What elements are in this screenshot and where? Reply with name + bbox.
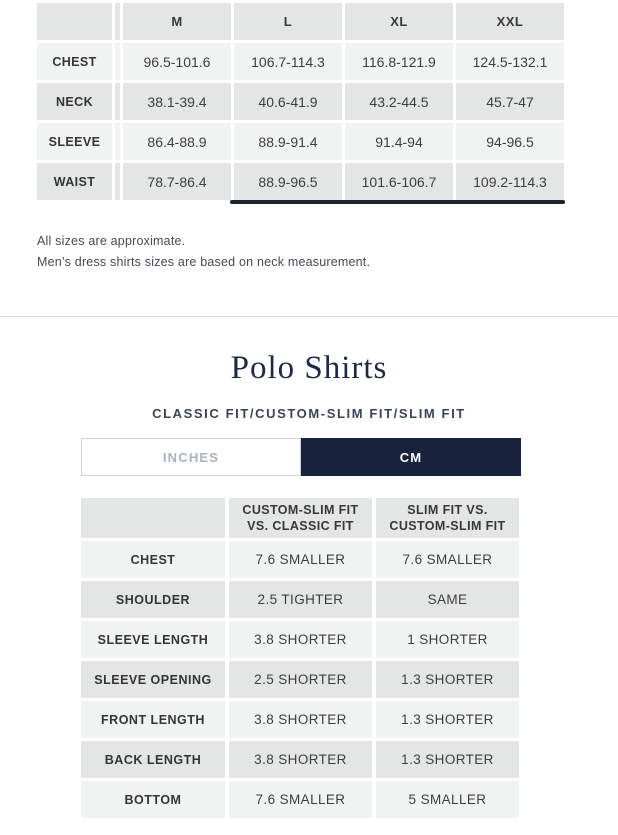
cell-value: 7.6 SMALLER [376, 541, 519, 578]
row-label-sleeve-length: SLEEVE LENGTH [81, 621, 225, 658]
unit-toggle: INCHES CM [81, 438, 521, 476]
column-header-m: M [123, 3, 231, 40]
spacer-cell [115, 163, 120, 200]
table-row: SLEEVE 86.4-88.9 88.9-91.4 91.4-94 94-96… [37, 123, 564, 160]
spacer-cell [115, 123, 120, 160]
cell-value: 101.6-106.7 [345, 163, 453, 200]
corner-cell [37, 3, 112, 40]
cell-value: SAME [376, 581, 519, 618]
column-header-custom-slim-vs-classic: CUSTOM-SLIM FIT VS. CLASSIC FIT [229, 498, 372, 538]
size-table-header-row: M L XL XXL [37, 3, 564, 40]
table-row: CHEST 96.5-101.6 106.7-114.3 116.8-121.9… [37, 43, 564, 80]
cell-value: 88.9-91.4 [234, 123, 342, 160]
cell-value: 43.2-44.5 [345, 83, 453, 120]
table-row: WAIST 78.7-86.4 88.9-96.5 101.6-106.7 10… [37, 163, 564, 200]
column-header-l: L [234, 3, 342, 40]
cell-value: 2.5 TIGHTER [229, 581, 372, 618]
cell-value: 91.4-94 [345, 123, 453, 160]
cell-value: 106.7-114.3 [234, 43, 342, 80]
spacer-cell [115, 43, 120, 80]
cell-value: 1.3 SHORTER [376, 661, 519, 698]
table-row: BACK LENGTH 3.8 SHORTER 1.3 SHORTER [81, 741, 519, 778]
table-horizontal-scrollbar[interactable] [230, 200, 565, 204]
spacer-cell [115, 3, 120, 40]
note-approximate: All sizes are approximate. [37, 234, 186, 248]
column-header-slim-vs-custom-slim: SLIM FIT VS. CUSTOM-SLIM FIT [376, 498, 519, 538]
cell-value: 109.2-114.3 [456, 163, 564, 200]
row-label-sleeve-opening: SLEEVE OPENING [81, 661, 225, 698]
row-label-neck: NECK [37, 83, 112, 120]
table-row: FRONT LENGTH 3.8 SHORTER 1.3 SHORTER [81, 701, 519, 738]
cell-value: 94-96.5 [456, 123, 564, 160]
tab-inches[interactable]: INCHES [81, 438, 301, 476]
cell-value: 3.8 SHORTER [229, 621, 372, 658]
tab-cm[interactable]: CM [301, 438, 521, 476]
cell-value: 116.8-121.9 [345, 43, 453, 80]
cell-value: 40.6-41.9 [234, 83, 342, 120]
section-divider [0, 316, 618, 317]
cell-value: 88.9-96.5 [234, 163, 342, 200]
cell-value: 86.4-88.9 [123, 123, 231, 160]
fit-subtitle: CLASSIC FIT/CUSTOM-SLIM FIT/SLIM FIT [152, 406, 466, 421]
table-row: CHEST 7.6 SMALLER 7.6 SMALLER [81, 541, 519, 578]
table-row: BOTTOM 7.6 SMALLER 5 SMALLER [81, 781, 519, 818]
row-label-chest: CHEST [81, 541, 225, 578]
note-neck-measurement: Men’s dress shirts sizes are based on ne… [37, 255, 371, 269]
section-title: Polo Shirts [230, 350, 388, 386]
cell-value: 5 SMALLER [376, 781, 519, 818]
cell-value: 7.6 SMALLER [229, 541, 372, 578]
table-row: SLEEVE OPENING 2.5 SHORTER 1.3 SHORTER [81, 661, 519, 698]
row-label-chest: CHEST [37, 43, 112, 80]
column-header-xxl: XXL [456, 3, 564, 40]
table-row: SHOULDER 2.5 TIGHTER SAME [81, 581, 519, 618]
polo-fit-comparison-table: CUSTOM-SLIM FIT VS. CLASSIC FIT SLIM FIT… [77, 495, 523, 821]
cell-value: 124.5-132.1 [456, 43, 564, 80]
cell-value: 1 SHORTER [376, 621, 519, 658]
table-row: SLEEVE LENGTH 3.8 SHORTER 1 SHORTER [81, 621, 519, 658]
cell-value: 3.8 SHORTER [229, 741, 372, 778]
comparison-header-row: CUSTOM-SLIM FIT VS. CLASSIC FIT SLIM FIT… [81, 498, 519, 538]
cell-value: 38.1-39.4 [123, 83, 231, 120]
row-label-waist: WAIST [37, 163, 112, 200]
row-label-back-length: BACK LENGTH [81, 741, 225, 778]
row-label-front-length: FRONT LENGTH [81, 701, 225, 738]
cell-value: 1.3 SHORTER [376, 701, 519, 738]
cell-value: 3.8 SHORTER [229, 701, 372, 738]
cell-value: 96.5-101.6 [123, 43, 231, 80]
column-header-xl: XL [345, 3, 453, 40]
cell-value: 2.5 SHORTER [229, 661, 372, 698]
spacer-cell [115, 83, 120, 120]
size-notes: All sizes are approximate. Men’s dress s… [37, 231, 370, 273]
table-row: NECK 38.1-39.4 40.6-41.9 43.2-44.5 45.7-… [37, 83, 564, 120]
cell-value: 7.6 SMALLER [229, 781, 372, 818]
row-label-sleeve: SLEEVE [37, 123, 112, 160]
dress-shirt-size-table: M L XL XXL CHEST 96.5-101.6 106.7-114.3 … [34, 0, 567, 203]
cell-value: 45.7-47 [456, 83, 564, 120]
cell-value: 1.3 SHORTER [376, 741, 519, 778]
corner-cell [81, 498, 225, 538]
cell-value: 78.7-86.4 [123, 163, 231, 200]
row-label-bottom: BOTTOM [81, 781, 225, 818]
row-label-shoulder: SHOULDER [81, 581, 225, 618]
